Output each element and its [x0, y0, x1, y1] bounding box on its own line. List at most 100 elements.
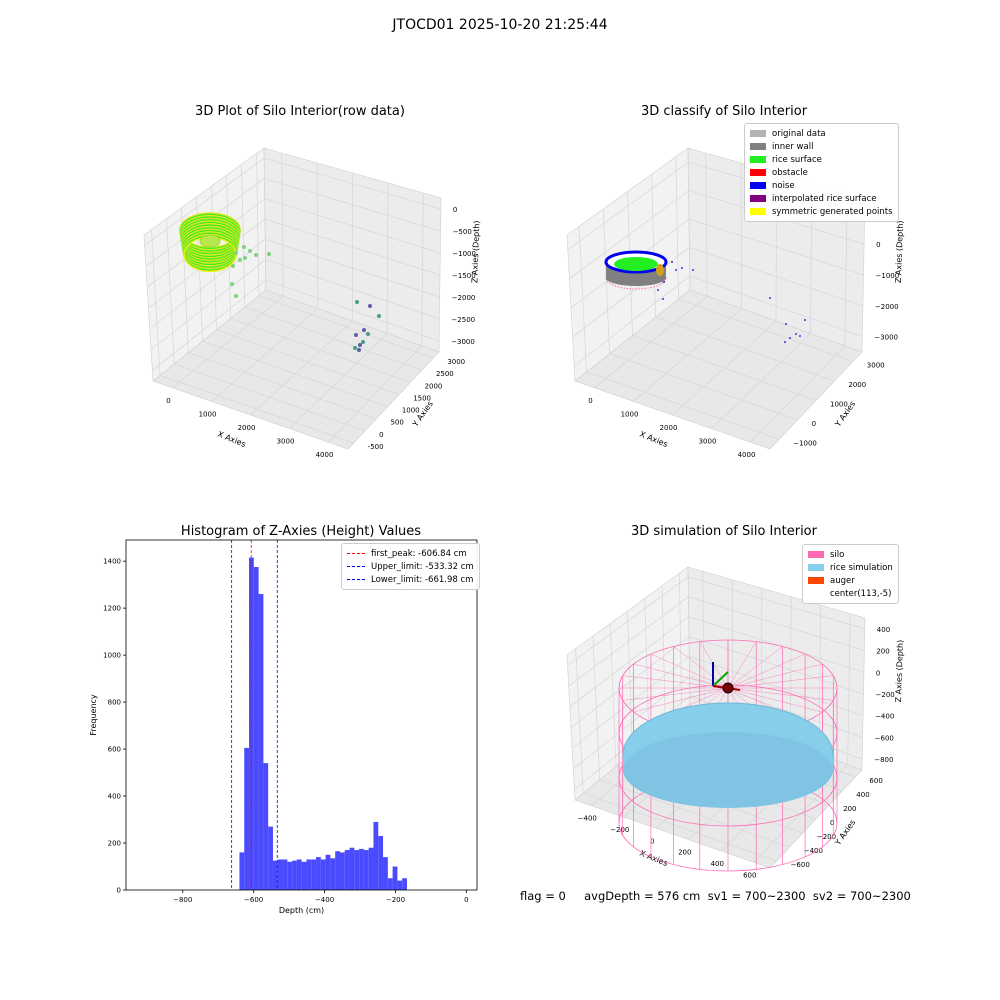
y-tick-label: 400	[856, 791, 869, 799]
rice-point	[230, 282, 234, 286]
noise-point	[789, 337, 791, 339]
noise-point	[377, 314, 381, 318]
rice-point	[234, 251, 238, 255]
silo-wire-spoke	[622, 687, 729, 701]
z-gridline	[149, 238, 440, 330]
panel4-title: 3D simulation of Silo Interior	[631, 524, 817, 539]
z-gridline	[569, 616, 865, 708]
z-tick-label: −1000	[876, 272, 900, 280]
legend-label: obstacle	[772, 167, 808, 178]
legend-swatch	[808, 577, 824, 584]
rice-point	[238, 258, 242, 262]
panel4-axes: −400−2000200400600−600−400−2000200400600…	[566, 566, 905, 879]
y-tick-label: −1000	[793, 439, 817, 447]
z-axis-label: Z Axies (Depth)	[470, 220, 481, 283]
legend-label: center(113,-5)	[830, 588, 892, 599]
x-tick-label: 0	[650, 837, 654, 845]
histogram-legend: first_peak: -606.84 cm Upper_limit: -533.…	[341, 543, 480, 590]
z-tick-label: 0	[453, 206, 457, 214]
histogram-bar	[402, 878, 407, 890]
x-tick-label: 400	[711, 860, 724, 868]
z-axis-label: Z Axies (Depth)	[894, 640, 905, 703]
histogram-bar	[301, 861, 307, 890]
histogram-bar	[258, 594, 264, 890]
y-tick-label: 200	[108, 840, 121, 848]
legend-swatch	[808, 590, 824, 597]
noise-point	[675, 269, 677, 271]
z-gridline	[152, 279, 440, 371]
figure-title: JTOCD01 2025-10-20 21:25:44	[392, 17, 608, 33]
legend-label: rice simulation	[830, 562, 893, 573]
x-gridline	[211, 162, 319, 402]
z-tick-label: −2500	[451, 316, 475, 324]
z-tick-label: −2000	[452, 294, 476, 302]
x-tick-label: 4000	[738, 451, 756, 459]
x-tick-label: 0	[166, 397, 170, 405]
noise-point	[355, 300, 359, 304]
legend-item: inner wall	[750, 140, 893, 153]
histogram-bar	[368, 847, 374, 890]
z-tick-label: −1500	[452, 272, 476, 280]
y-tick-label: 3000	[447, 358, 465, 366]
y-tick-label: 600	[108, 746, 121, 754]
y-tick-label: 1400	[103, 558, 121, 566]
noise-point	[354, 333, 358, 337]
y-gridline	[575, 648, 777, 862]
legend-item: noise	[750, 179, 893, 192]
z-gridline	[148, 218, 441, 309]
histogram-bar	[363, 850, 369, 890]
y-gridline	[166, 218, 366, 432]
legend-label: inner wall	[772, 141, 814, 152]
histogram-bar	[268, 826, 273, 890]
silo-wire-spoke	[727, 663, 823, 689]
noise-point	[784, 341, 786, 343]
legend-swatch	[750, 143, 766, 150]
z-tick-label: −600	[875, 734, 894, 742]
plot-frame	[125, 539, 478, 891]
noise-point	[353, 346, 357, 350]
legend-label: rice surface	[772, 154, 822, 165]
legend-item: Upper_limit: -533.32 cm	[347, 560, 474, 573]
y-axis-label: Frequency	[89, 694, 98, 736]
histogram-bar	[354, 850, 360, 890]
silo-wire-spoke	[727, 687, 834, 701]
y-tick-label: 2000	[848, 381, 866, 389]
rice-point	[248, 249, 252, 253]
rice-point	[267, 252, 271, 256]
z-tick-label: 0	[876, 241, 880, 249]
z-tick-label: −3000	[451, 338, 475, 346]
y-tick-label: 2500	[436, 370, 454, 378]
x-tick-label: −400	[578, 815, 597, 823]
noise-point	[692, 269, 694, 271]
legend-item: original data	[750, 127, 893, 140]
classify-legend: original data inner wall rice surface obsta…	[744, 123, 899, 222]
legend-item: center(113,-5)	[808, 587, 893, 600]
rice-point	[243, 256, 247, 260]
z-gridline	[569, 190, 865, 280]
status-footer: flag = 0 avgDepth = 576 cm sv1 = 700~230…	[520, 889, 911, 903]
histogram-bar	[378, 835, 384, 890]
silo-wire-spoke	[633, 687, 729, 713]
z-tick-label: −500	[453, 228, 472, 236]
noise-point	[785, 323, 787, 325]
x-gridline	[750, 192, 848, 443]
histogram-bar	[287, 861, 293, 890]
x-tick-label: 4000	[316, 451, 334, 459]
x-gridline	[594, 152, 708, 389]
y-tick-label: −200	[817, 833, 836, 841]
x-axis-label: X Axies	[216, 430, 247, 449]
legend-line	[347, 566, 365, 567]
y-gridline	[256, 153, 434, 359]
x-gridline	[328, 192, 424, 443]
x-tick-label: 600	[743, 871, 756, 879]
z-tick-label: −200	[876, 691, 895, 699]
histogram-bar	[349, 847, 355, 890]
simulation-legend: silo rice simulation auger center(113,-5)	[802, 544, 899, 604]
orange-patch	[656, 264, 664, 276]
histogram-bar	[359, 848, 364, 890]
y-tick-label: 3000	[867, 362, 885, 370]
z-tick-label: −3000	[874, 334, 898, 342]
histogram-bar	[373, 821, 379, 890]
legend-label: symmetric generated points	[772, 206, 893, 217]
noise-point	[769, 297, 771, 299]
